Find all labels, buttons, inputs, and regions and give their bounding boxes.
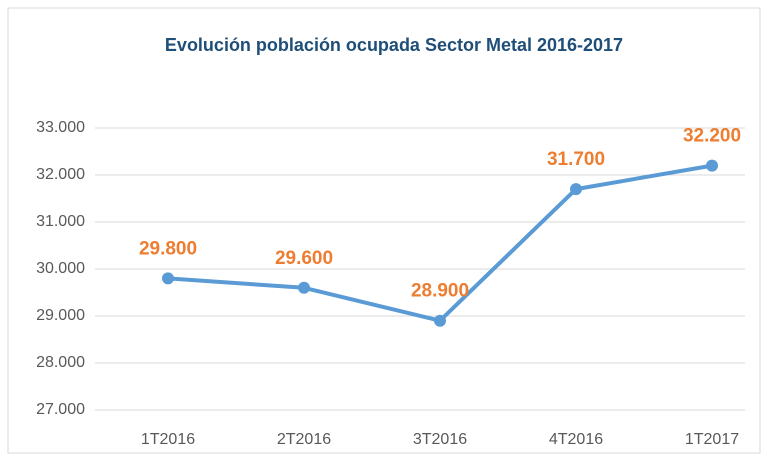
y-tick-label: 32.000 [36, 166, 85, 183]
y-tick-label: 33.000 [36, 119, 85, 136]
x-tick-label: 1T2016 [141, 431, 195, 448]
chart-border [7, 7, 761, 454]
x-tick-label: 1T2017 [685, 431, 739, 448]
y-tick-label: 31.000 [36, 213, 85, 230]
data-label: 28.900 [411, 281, 469, 302]
x-tick-label: 2T2016 [277, 431, 331, 448]
x-tick-label: 4T2016 [549, 431, 603, 448]
data-point [706, 159, 718, 172]
chart-title: Evolución población ocupada Sector Metal… [165, 35, 623, 55]
data-point [298, 281, 310, 294]
data-label: 29.600 [275, 248, 333, 269]
data-point [570, 183, 582, 196]
x-tick-label: 3T2016 [413, 431, 467, 448]
data-point [434, 314, 446, 327]
data-point [162, 272, 174, 285]
data-label: 31.700 [547, 149, 605, 170]
data-label: 32.200 [683, 126, 741, 147]
data-label: 29.800 [139, 238, 197, 259]
y-tick-label: 30.000 [36, 260, 85, 277]
y-tick-label: 27.000 [36, 401, 85, 418]
y-tick-label: 28.000 [36, 354, 85, 371]
y-tick-label: 29.000 [36, 307, 85, 324]
